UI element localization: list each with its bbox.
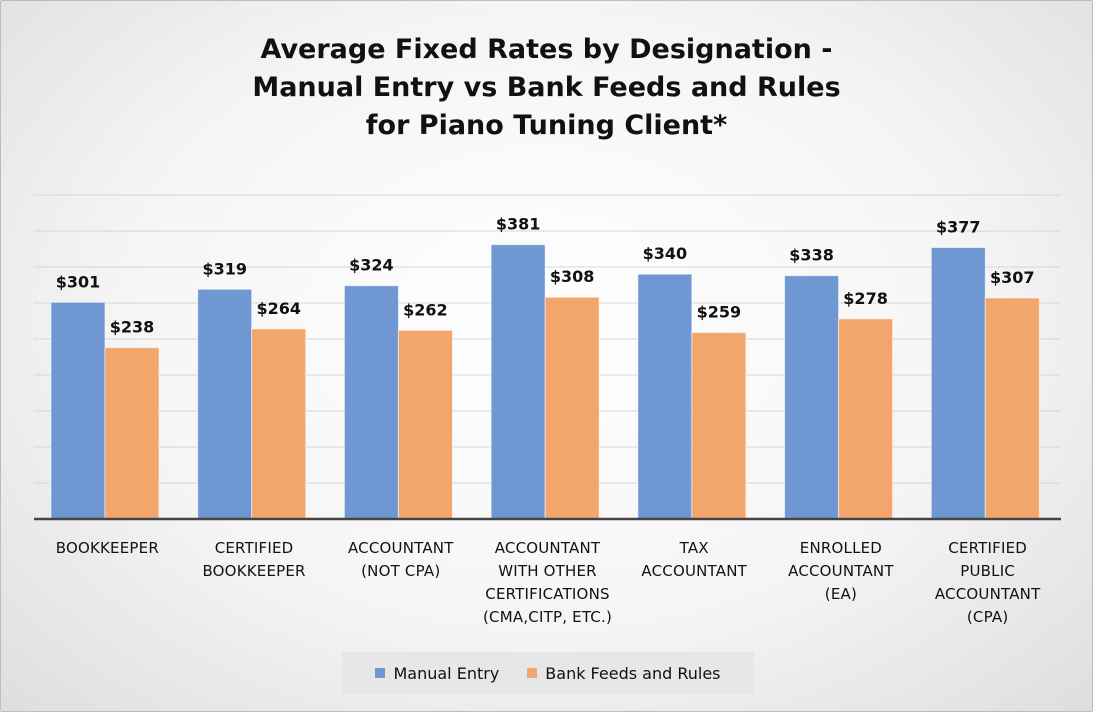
bar-manual-entry	[784, 275, 840, 520]
bar-bank-feeds	[691, 332, 747, 520]
data-label: $307	[990, 268, 1035, 287]
bar-manual-entry	[930, 247, 986, 520]
bar-manual-entry	[197, 288, 253, 520]
bar-bank-feeds	[251, 328, 307, 520]
category-label: CERTIFIED BOOKKEEPER	[202, 539, 306, 580]
legend-swatch-bank-feeds	[527, 668, 538, 678]
data-label: $262	[403, 300, 448, 319]
bar-bank-feeds	[984, 297, 1040, 520]
data-label: $264	[256, 299, 301, 318]
bar-bank-feeds	[838, 318, 894, 520]
bar-manual-entry	[50, 301, 106, 520]
chart-title-line-3: for Piano Tuning Client*	[365, 110, 728, 141]
data-label: $301	[56, 272, 101, 291]
category-label: ACCOUNTANT WITH OTHER CERTIFICATIONS (CMA,C…	[483, 539, 612, 626]
chart-title-line-1: Average Fixed Rates by Designation -	[260, 34, 833, 65]
data-label: $324	[349, 256, 394, 275]
chart-title-line-2: Manual Entry vs Bank Feeds and Rules	[252, 72, 841, 103]
bar-bank-feeds	[544, 296, 600, 520]
data-label: $278	[843, 289, 888, 308]
data-label: $338	[789, 246, 834, 265]
legend-swatch-manual-entry	[375, 668, 386, 678]
data-label: $377	[936, 218, 981, 237]
bar-bank-feeds	[397, 329, 453, 520]
bar-manual-entry	[637, 273, 693, 520]
bar-manual-entry	[490, 244, 546, 520]
legend-label-bank-feeds: Bank Feeds and Rules	[545, 663, 721, 683]
data-label: $308	[550, 267, 595, 286]
data-label: $319	[202, 259, 247, 278]
data-label: $259	[697, 303, 742, 322]
category-label: ACCOUNTANT (NOT CPA)	[347, 539, 454, 580]
category-label: TAX ACCOUNTANT	[641, 539, 747, 580]
legend: Manual Entry Bank Feeds and Rules	[342, 652, 754, 694]
data-label: $381	[496, 215, 541, 234]
data-label: $340	[643, 244, 688, 263]
bar-manual-entry	[343, 285, 399, 520]
legend-label-manual-entry: Manual Entry	[393, 663, 500, 683]
category-label: CERTIFIED PUBLIC ACCOUNTANT (CPA)	[934, 539, 1041, 626]
chart-title: Average Fixed Rates by Designation - Man…	[1, 31, 1092, 145]
legend-item-manual-entry: Manual Entry	[375, 664, 499, 683]
legend-item-bank-feeds: Bank Feeds and Rules	[527, 663, 721, 683]
category-label: ENROLLED ACCOUNTANT (EA)	[788, 539, 894, 603]
category-label: BOOKKEEPER	[55, 539, 159, 557]
bar-bank-feeds	[104, 347, 160, 520]
data-label: $238	[110, 318, 155, 337]
